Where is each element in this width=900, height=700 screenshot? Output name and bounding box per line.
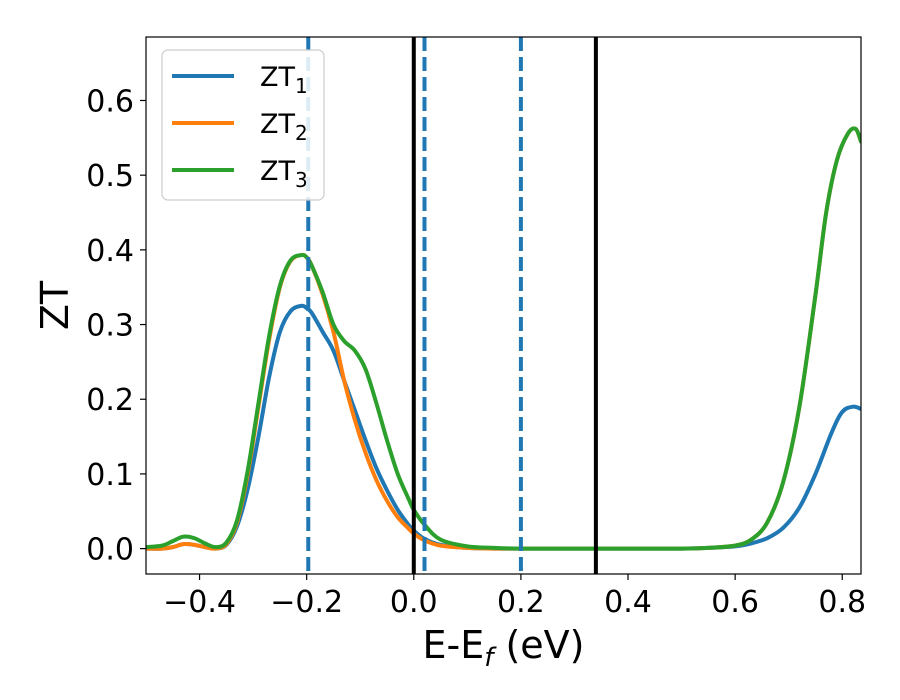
legend-label-zt2: ZT2 [260,109,308,145]
y-axis-title: ZT [33,280,77,330]
x-axis-title: E-Ef (eV) [423,623,585,673]
x-tick-label: 0.6 [711,585,759,620]
x-tick-label: 0.4 [604,585,652,620]
axis-ticks: −0.4 −0.2 0.0 0.2 0.4 0.6 0.8 0.0 0.1 0.2 0.3 0.4 0.… [86,84,866,620]
x-tick-label: −0.2 [270,585,343,620]
plot-lines [146,126,861,551]
y-tick-label: 0.2 [86,383,134,418]
series-line-zt3 [146,126,861,551]
legend-label-zt3: ZT3 [260,156,308,192]
y-tick-label: 0.4 [86,234,134,269]
plot-frame [145,36,862,575]
x-tick-label: 0.2 [497,585,545,620]
x-tick-label: 0.8 [818,585,866,620]
y-tick-label: 0.6 [86,84,134,119]
y-tick-label: 0.5 [86,159,134,194]
x-tick-label: 0.0 [390,585,438,620]
x-tick-label: −0.4 [163,585,236,620]
y-tick-label: 0.3 [86,309,134,344]
legend-label-zt1: ZT1 [260,62,308,98]
legend-box [161,49,325,201]
y-tick-label: 0.0 [86,533,134,568]
y-tick-label: 0.1 [86,458,134,493]
legend: ZT1 ZT2 ZT3 [161,49,325,201]
